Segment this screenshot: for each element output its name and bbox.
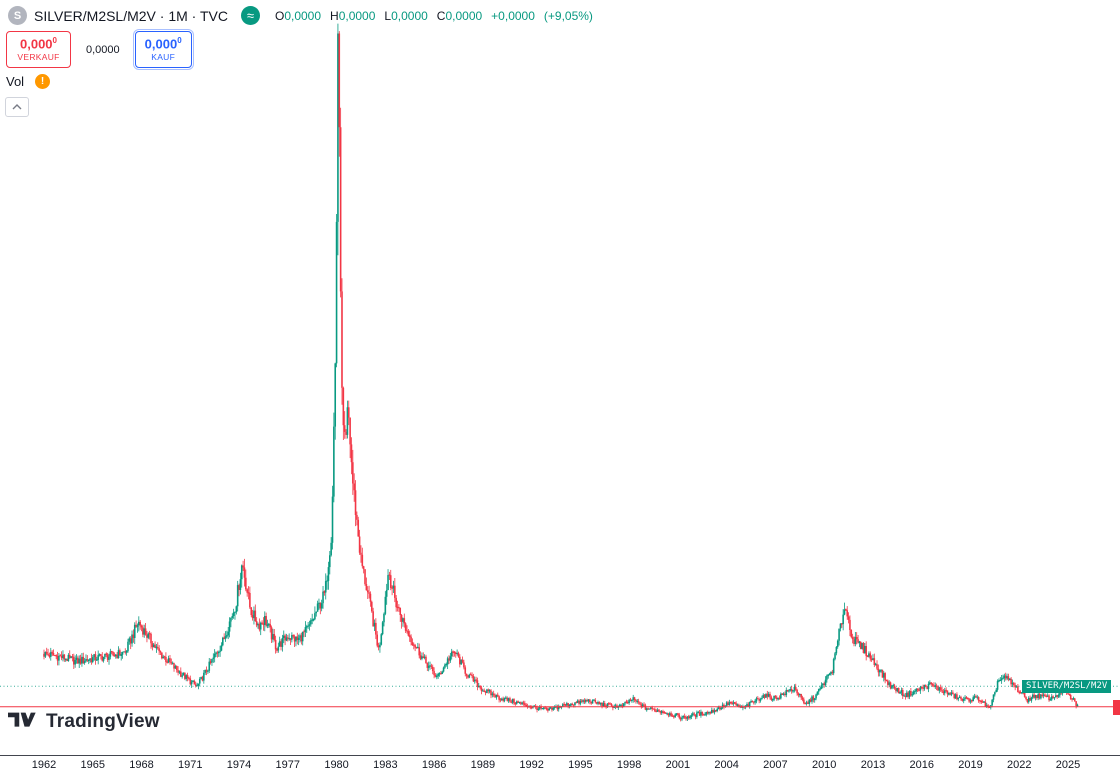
- candlestick-chart[interactable]: [0, 0, 1120, 755]
- x-axis-label: 2007: [763, 759, 788, 771]
- x-axis-label: 2025: [1055, 759, 1081, 771]
- volume-indicator-row: Vol !: [6, 74, 51, 89]
- x-axis-label: 1974: [226, 759, 252, 771]
- x-axis-label: 1995: [568, 759, 593, 771]
- close-label: C: [436, 8, 446, 23]
- x-axis-label: 2010: [811, 759, 837, 771]
- change-absolute: +0,0000: [491, 8, 535, 23]
- high-label: H: [330, 8, 339, 23]
- tradingview-logo-icon: [8, 712, 36, 727]
- ohlc-high: H0,0000: [330, 9, 375, 23]
- buy-price: 0,0000: [144, 35, 182, 52]
- sell-button[interactable]: 0,0000 VERKAUF: [6, 31, 71, 68]
- x-axis-label: 1971: [178, 759, 203, 771]
- ohlc-open: O0,0000: [275, 9, 321, 23]
- ohlc-close: C0,0000: [437, 9, 482, 23]
- low-label: L: [384, 8, 392, 23]
- symbol-title[interactable]: SILVER/M2SL/M2V · 1M · TVC: [34, 7, 228, 24]
- x-axis-label: 1983: [373, 759, 398, 771]
- x-axis-label: 1998: [616, 759, 642, 771]
- buy-label: KAUF: [151, 51, 176, 62]
- series-label-tag[interactable]: SILVER/M2SL/M2V: [1022, 680, 1112, 693]
- x-axis-label: 1962: [31, 759, 57, 771]
- market-status-icon[interactable]: ≈: [240, 6, 260, 25]
- sell-label: VERKAUF: [17, 51, 60, 62]
- x-axis-label: 1986: [421, 759, 447, 771]
- x-axis-label: 2001: [665, 759, 691, 771]
- x-axis-label: 1989: [470, 759, 496, 771]
- change-percent: (+9,05%): [543, 8, 593, 23]
- symbol-header: S SILVER/M2SL/M2V · 1M · TVC ≈ O0,0000 H…: [8, 6, 593, 25]
- buy-price-fraction: 0: [177, 35, 182, 45]
- tradingview-watermark[interactable]: TradingView: [8, 710, 160, 733]
- time-axis[interactable]: 1962 1965 1968 1971 1974 1977 1980 1983 1986 1989…: [0, 755, 1120, 776]
- close-value: 0,0000: [445, 8, 483, 23]
- brand-name: TradingView: [46, 710, 160, 732]
- x-axis-label: 1992: [519, 759, 544, 771]
- x-axis-label: 1965: [80, 759, 105, 771]
- x-axis-label: 2004: [714, 759, 739, 771]
- x-axis-label: 1968: [129, 759, 154, 771]
- spread-value: 0,0000: [86, 43, 120, 56]
- warning-icon[interactable]: !: [35, 74, 51, 89]
- x-axis-label: 2016: [909, 759, 934, 771]
- symbol-logo-icon[interactable]: S: [8, 6, 27, 25]
- x-axis-label: 2022: [1006, 759, 1032, 771]
- open-label: O: [274, 8, 285, 23]
- trade-panel: 0,0000 VERKAUF 0,0000 0,0000 KAUF: [6, 31, 192, 68]
- x-axis-label: 2019: [958, 759, 983, 771]
- x-axis-label: 1977: [275, 759, 301, 771]
- current-price-tag: [1113, 700, 1120, 715]
- x-axis-label: 1980: [324, 759, 349, 771]
- sell-price: 0,0000: [20, 35, 57, 52]
- x-axis-label: 2013: [860, 759, 886, 771]
- sell-price-fraction: 0: [52, 35, 57, 45]
- open-value: 0,0000: [284, 8, 322, 23]
- ohlc-readout: O0,0000 H0,0000 L0,0000 C0,0000 +0,0000 …: [266, 9, 593, 23]
- low-value: 0,0000: [391, 8, 428, 23]
- collapse-toolbar-button[interactable]: [5, 97, 29, 117]
- ohlc-low: L0,0000: [384, 9, 427, 23]
- buy-button[interactable]: 0,0000 KAUF: [134, 31, 192, 68]
- high-value: 0,0000: [338, 8, 376, 23]
- chevron-up-icon: [12, 104, 22, 110]
- volume-label[interactable]: Vol: [6, 74, 25, 89]
